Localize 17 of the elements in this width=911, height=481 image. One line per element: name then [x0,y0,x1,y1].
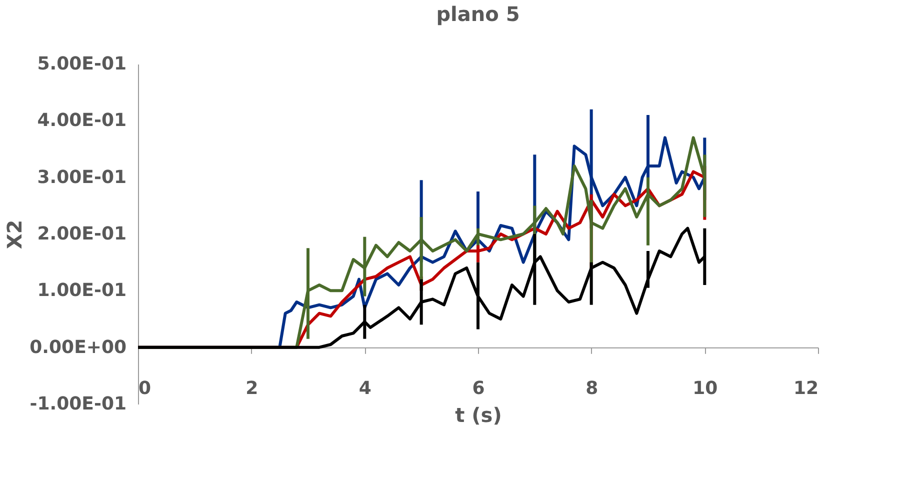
chart-title: plano 5 [436,2,520,26]
y-tick-label: 3.00E-01 [37,166,126,188]
x-tick-label: 6 [472,378,485,399]
y-tick-label: 4.00E-01 [37,110,126,132]
x-tick-label: 2 [246,378,258,399]
y-tick-label: 5.00E-01 [37,54,126,74]
y-axis-title: X2 [2,220,27,250]
x-tick-label: 8 [586,378,598,399]
x-axis-title: t (s) [455,402,502,427]
y-tick-label: 1.00E-01 [37,280,126,302]
y-tick-label: 2.00E-01 [37,224,126,244]
y-tick-label: -1.00E-01 [30,394,126,414]
x-tick-label: 12 [793,378,818,399]
x-tick-label: 0 [138,378,152,399]
y-tick-label: 0.00E+00 [30,336,126,358]
x-tick-label: 10 [692,378,718,399]
x-tick-label: 4 [358,378,372,399]
